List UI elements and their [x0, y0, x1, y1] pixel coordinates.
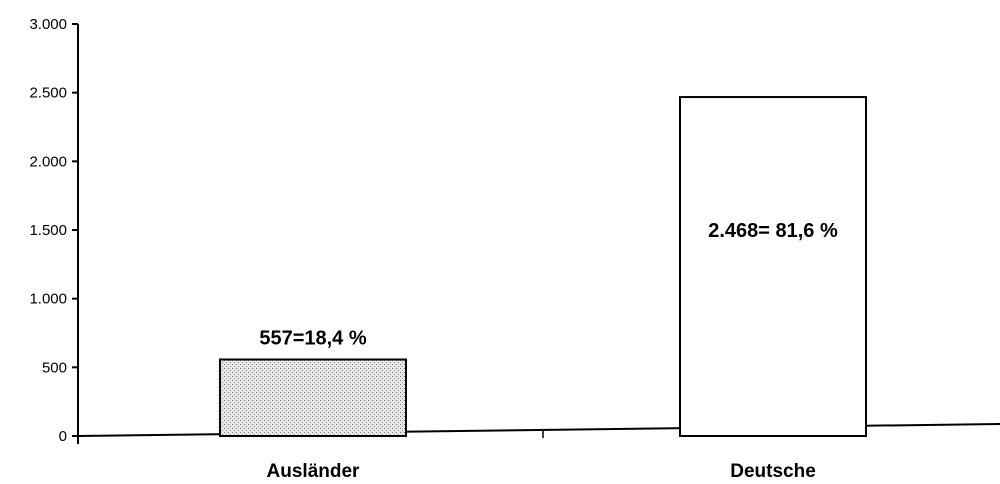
labels: Ausländer 557=18,4 % Deutsche 2.468= 81,6 % — [259, 220, 838, 482]
bar-deutsche — [679, 96, 867, 437]
bar-ausländer — [219, 358, 407, 438]
y-tick-label: 2.000 — [29, 153, 67, 170]
y-tick-label: 0 — [59, 428, 67, 445]
category-label: Deutsche — [730, 461, 816, 482]
y-tick-label: 1.000 — [29, 291, 67, 308]
y-tick-label: 1.500 — [29, 222, 67, 239]
y-tick-label: 2.500 — [29, 85, 67, 102]
data-label: 557=18,4 % — [259, 328, 367, 350]
data-label: 2.468= 81,6 % — [708, 220, 838, 242]
category-label: Ausländer — [267, 461, 361, 482]
y-axis: 0 500 1.000 1.500 2.000 2.500 3.000 — [29, 16, 79, 445]
bars — [219, 96, 867, 438]
y-tick-label: 3.000 — [29, 16, 67, 33]
y-tick-label: 500 — [42, 359, 67, 376]
